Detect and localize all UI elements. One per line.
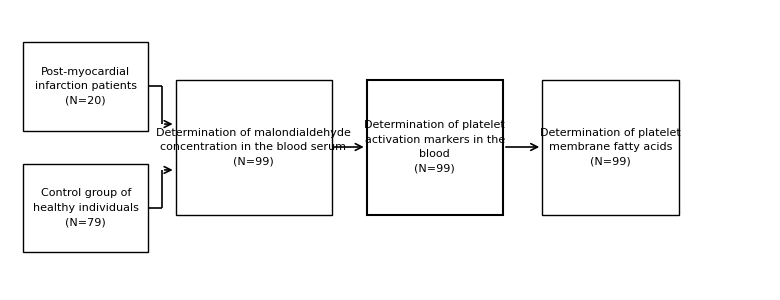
Text: Control group of
healthy individuals
(N=79): Control group of healthy individuals (N=… (33, 188, 139, 227)
FancyBboxPatch shape (176, 80, 332, 214)
FancyBboxPatch shape (23, 164, 148, 252)
Text: Post-myocardial
infarction patients
(N=20): Post-myocardial infarction patients (N=2… (35, 67, 136, 106)
Text: Determination of platelet
membrane fatty acids
(N=99): Determination of platelet membrane fatty… (540, 128, 681, 167)
FancyBboxPatch shape (542, 80, 679, 214)
FancyBboxPatch shape (367, 80, 503, 214)
FancyBboxPatch shape (23, 42, 148, 130)
Text: Determination of platelet
activation markers in the
blood
(N=99): Determination of platelet activation mar… (364, 120, 505, 174)
Text: Determination of malondialdehyde
concentration in the blood serum
(N=99): Determination of malondialdehyde concent… (156, 128, 351, 167)
